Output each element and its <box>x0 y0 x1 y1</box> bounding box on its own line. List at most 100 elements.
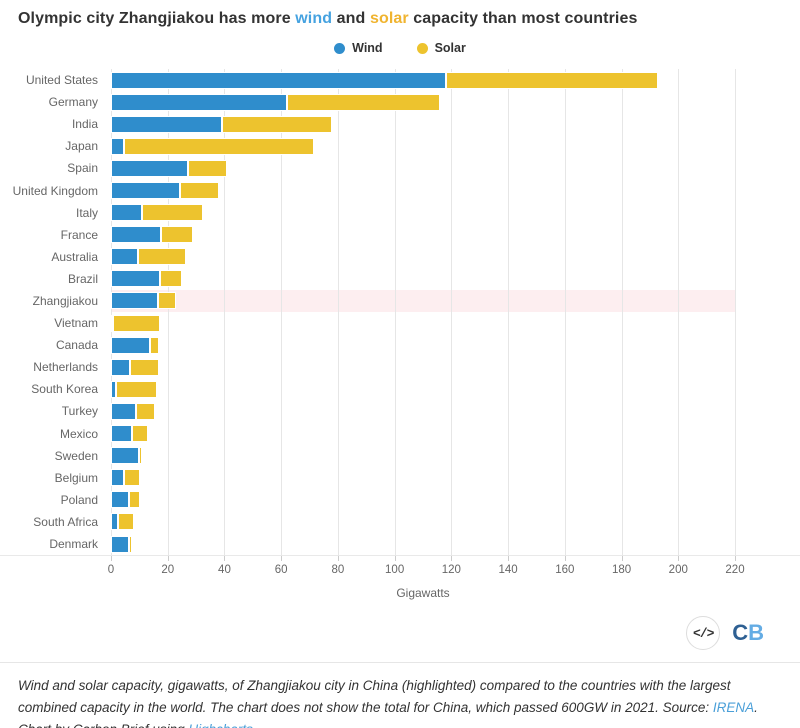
wind-bar-segment[interactable] <box>111 248 138 266</box>
footer-actions: </> CB <box>0 616 800 650</box>
chart-row: Netherlands <box>0 356 800 378</box>
chart-title: Olympic city Zhangjiakou has more wind a… <box>0 0 800 28</box>
solar-bar-segment[interactable] <box>137 248 187 266</box>
axis-tick <box>337 556 339 561</box>
wind-bar-segment[interactable] <box>111 358 130 376</box>
wind-bar-segment[interactable] <box>111 137 124 155</box>
stacked-bar <box>111 336 735 354</box>
chart-row: France <box>0 224 800 246</box>
row-plot <box>111 69 735 91</box>
solar-bar-segment[interactable] <box>128 535 133 553</box>
embed-code-button[interactable]: </> <box>686 616 721 650</box>
wind-bar-segment[interactable] <box>111 182 181 200</box>
chart-plot-area: United States Germany India Japan Spain Unite… <box>0 69 800 556</box>
row-plot <box>111 113 735 135</box>
stacked-bar-chart: United States Germany India Japan Spain Unite… <box>0 69 800 600</box>
solar-bar-segment[interactable] <box>135 402 155 420</box>
solar-bar-segment[interactable] <box>286 93 440 111</box>
wind-bar-segment[interactable] <box>111 226 161 244</box>
axis-tick-label: 40 <box>218 564 231 576</box>
wind-bar-segment[interactable] <box>111 513 119 531</box>
axis-tick <box>735 556 736 561</box>
wind-bar-segment[interactable] <box>111 491 129 509</box>
solar-bar-segment[interactable] <box>124 469 141 487</box>
wind-bar-segment[interactable] <box>111 159 188 177</box>
solar-bar-segment[interactable] <box>445 71 659 89</box>
wind-bar-segment[interactable] <box>111 93 287 111</box>
stacked-bar <box>111 491 735 509</box>
stacked-bar <box>111 447 735 465</box>
row-plot <box>111 467 735 489</box>
axis-tick-label: 160 <box>555 564 575 576</box>
wind-bar-segment[interactable] <box>111 469 125 487</box>
category-label: Belgium <box>54 470 98 485</box>
wind-bar-segment[interactable] <box>111 447 140 465</box>
wind-bar-segment[interactable] <box>111 535 129 553</box>
solar-bar-segment[interactable] <box>180 182 219 200</box>
wind-bar-segment[interactable] <box>111 270 160 288</box>
solar-bar-segment[interactable] <box>131 425 148 443</box>
category-label: Brazil <box>67 271 98 286</box>
solar-bar-segment[interactable] <box>123 137 314 155</box>
row-plot <box>111 289 735 313</box>
solar-bar-segment[interactable] <box>118 513 135 531</box>
wind-bar-segment[interactable] <box>111 336 150 354</box>
stacked-bar <box>111 358 735 376</box>
stacked-bar <box>111 402 735 420</box>
solar-bar-segment[interactable] <box>113 314 160 332</box>
solar-bar-segment[interactable] <box>187 159 228 177</box>
solar-bar-segment[interactable] <box>221 115 333 133</box>
wind-bar-segment[interactable] <box>111 292 159 310</box>
axis-tick <box>621 556 623 561</box>
legend-item-wind[interactable]: Wind <box>334 41 383 55</box>
solar-bar-segment[interactable] <box>160 226 194 244</box>
stacked-bar <box>111 292 735 310</box>
chart-row: Turkey <box>0 400 800 422</box>
stacked-bar <box>111 535 735 553</box>
solar-bar-segment[interactable] <box>142 204 204 222</box>
wind-bar-segment[interactable] <box>111 204 143 222</box>
solar-bar-segment[interactable] <box>158 292 176 310</box>
solar-bar-segment[interactable] <box>115 380 157 398</box>
wind-bar-segment[interactable] <box>111 115 222 133</box>
chart-row: Denmark <box>0 533 800 555</box>
wind-bar-segment[interactable] <box>111 402 136 420</box>
legend-item-solar[interactable]: Solar <box>416 41 466 55</box>
category-label: Sweden <box>54 448 98 463</box>
solar-bar-segment[interactable] <box>128 491 140 509</box>
logo-letter-c: C <box>732 620 749 645</box>
code-icon: </> <box>693 625 714 641</box>
carbon-brief-logo[interactable]: CB <box>732 620 764 646</box>
stacked-bar <box>111 380 735 398</box>
solar-bar-segment[interactable] <box>149 336 159 354</box>
wind-legend-dot-icon <box>334 42 346 54</box>
wind-bar-segment[interactable] <box>111 71 446 89</box>
legend-solar-label: Solar <box>434 41 466 55</box>
chart-row: Germany <box>0 91 800 113</box>
stacked-bar <box>111 137 735 155</box>
row-plot <box>111 157 735 179</box>
solar-bar-segment[interactable] <box>139 447 143 465</box>
category-label: Australia <box>51 249 98 264</box>
wind-bar-segment[interactable] <box>111 425 132 443</box>
chart-row: India <box>0 113 800 135</box>
highcharts-link[interactable]: Highcharts <box>188 722 253 728</box>
axis-tick <box>394 556 396 561</box>
solar-bar-segment[interactable] <box>129 358 159 376</box>
legend-wind-label: Wind <box>352 41 383 55</box>
chart-row: Australia <box>0 246 800 268</box>
category-label: Spain <box>67 161 98 176</box>
stacked-bar <box>111 425 735 443</box>
logo-letter-b: B <box>748 620 764 645</box>
category-label: United States <box>25 73 98 88</box>
axis-tick <box>508 556 510 561</box>
irena-link[interactable]: IRENA <box>712 699 755 715</box>
row-plot <box>111 533 735 555</box>
row-plot <box>111 334 735 356</box>
stacked-bar <box>111 314 735 332</box>
chart-row: Italy <box>0 202 800 224</box>
chart-row: Vietnam <box>0 312 800 334</box>
solar-bar-segment[interactable] <box>159 270 183 288</box>
title-wind-word: wind <box>295 10 333 27</box>
title-solar-word: solar <box>369 10 409 27</box>
